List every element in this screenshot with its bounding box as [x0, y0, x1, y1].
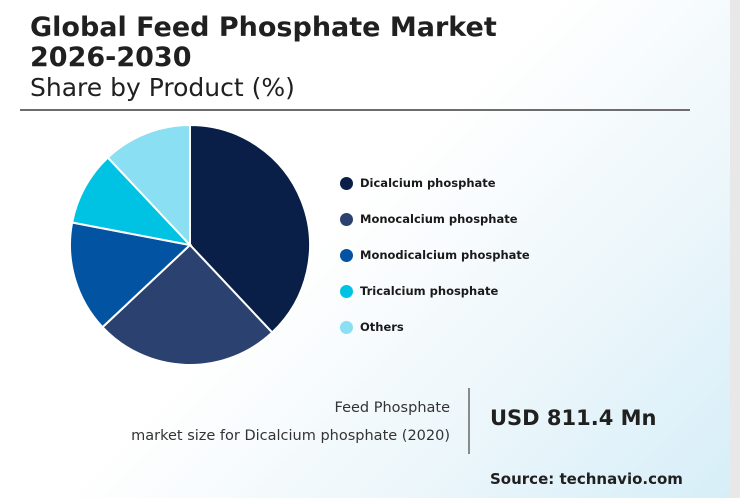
chart-subtitle: Share by Product (%) — [30, 73, 295, 102]
pie-slice-monocalcium-phosphate — [101, 243, 274, 367]
title-divider — [20, 109, 690, 111]
legend-label: Tricalcium phosphate — [360, 284, 499, 298]
legend-item: Monodicalcium phosphate — [340, 244, 530, 266]
market-note-description: market size for Dicalcium phosphate (202… — [131, 428, 450, 444]
legend-item: Dicalcium phosphate — [340, 172, 530, 194]
chart-title: Global Feed Phosphate Market 2026-2030 — [30, 13, 497, 73]
legend-item: Tricalcium phosphate — [340, 280, 530, 302]
market-note-title: Feed Phosphate — [334, 400, 450, 416]
chart-legend: Dicalcium phosphate Monocalcium phosphate… — [340, 172, 530, 352]
market-size-value: USD 811.4 Mn — [490, 406, 657, 430]
pie-slice-monodicalcium-phosphate — [69, 221, 193, 329]
legend-item: Others — [340, 316, 530, 338]
title-line-1: Global Feed Phosphate Market — [30, 12, 497, 43]
legend-swatch — [340, 176, 353, 190]
legend-swatch — [340, 320, 353, 334]
legend-label: Monodicalcium phosphate — [360, 248, 530, 262]
legend-label: Others — [360, 320, 404, 334]
pie-slice-dicalcium-phosphate — [189, 123, 312, 334]
legend-swatch — [340, 248, 353, 262]
legend-item: Monocalcium phosphate — [340, 208, 530, 230]
pie-chart — [69, 123, 312, 367]
legend-swatch — [340, 212, 353, 226]
legend-label: Monocalcium phosphate — [360, 212, 518, 226]
source-credit: Source: technavio.com — [490, 470, 683, 488]
pie-slice-others — [106, 123, 191, 248]
page-edge-strip — [730, 0, 740, 498]
legend-label: Dicalcium phosphate — [360, 176, 496, 190]
title-line-2: 2026-2030 — [30, 42, 192, 73]
legend-swatch — [340, 284, 353, 298]
pie-slice-tricalcium-phosphate — [70, 156, 193, 247]
value-divider — [468, 388, 470, 454]
